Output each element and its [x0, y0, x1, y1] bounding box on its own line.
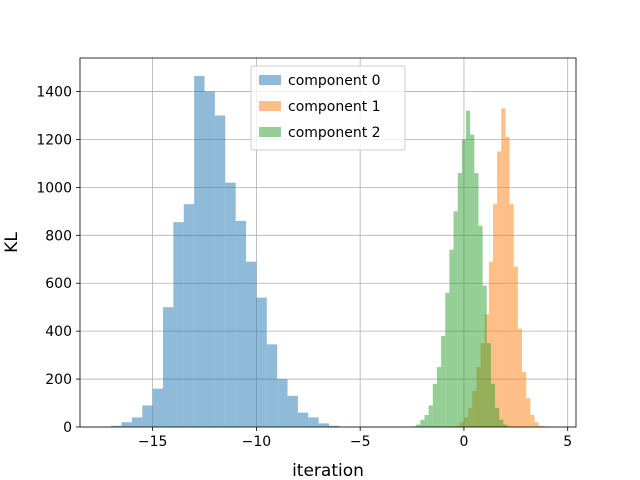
histogram-bar-component-2 [482, 285, 487, 427]
histogram-bar-component-2 [416, 424, 421, 427]
histogram-bar-component-0 [329, 425, 340, 427]
legend-swatch-component-2 [259, 127, 281, 137]
histogram-bar-component-0 [246, 261, 257, 427]
histogram-bar-component-2 [420, 419, 425, 427]
histogram-bar-component-0 [308, 417, 319, 427]
y-tick-label: 600 [45, 276, 72, 292]
legend-label-component-1: component 1 [288, 99, 381, 115]
histogram-bar-component-0 [277, 379, 288, 427]
histogram-bar-component-1 [505, 137, 510, 428]
histogram-bar-component-0 [266, 344, 278, 427]
histogram-bar-component-0 [173, 222, 184, 427]
histogram-bar-component-2 [432, 383, 437, 427]
histogram-bar-component-0 [131, 417, 143, 427]
histogram-bar-component-0 [214, 115, 226, 427]
legend: component 0 component 1 component 2 [250, 65, 406, 151]
histogram-bar-component-1 [509, 204, 514, 427]
histogram-bar-component-0 [318, 423, 330, 427]
histogram-bar-component-2 [495, 407, 500, 427]
histogram-bar-component-1 [526, 398, 531, 427]
x-tick-label: 5 [563, 434, 572, 450]
histogram-bar-component-0 [287, 395, 298, 427]
histogram-bar-component-2 [466, 110, 471, 427]
histogram-bar-component-2 [457, 173, 462, 427]
histogram-bar-component-0 [235, 220, 247, 427]
histogram-bar-component-2 [453, 211, 458, 427]
histogram-bar-component-2 [486, 343, 491, 427]
histogram-bar-component-2 [424, 415, 429, 427]
histogram-bar-component-2 [436, 367, 442, 427]
x-tick-label: −15 [138, 434, 168, 450]
histogram-bar-component-2 [461, 139, 467, 427]
histogram-bar-component-0 [204, 91, 215, 427]
histogram-bar-component-1 [538, 425, 543, 427]
y-tick-label: 0 [63, 420, 72, 436]
histogram-bar-component-0 [297, 412, 309, 427]
histogram-bar-component-1 [517, 328, 523, 427]
histogram-bar-component-2 [441, 335, 446, 427]
histogram-bar-component-1 [522, 371, 527, 427]
histogram-bar-component-2 [478, 225, 483, 427]
histogram-bar-component-2 [499, 419, 504, 427]
histogram-bar-component-2 [428, 405, 433, 427]
histogram-bars [111, 75, 547, 428]
histogram-bar-component-2 [449, 249, 454, 427]
histogram-bar-component-2 [470, 134, 475, 427]
histogram-bar-component-0 [142, 405, 153, 427]
histogram-bar-component-0 [256, 297, 267, 427]
legend-label-component-2: component 2 [288, 125, 381, 141]
axis-ticks: −15 −10 −5 0 5 0 200 400 600 800 1000 1200 1400 [36, 85, 572, 450]
histogram-bar-component-2 [503, 424, 508, 427]
histogram-bar-component-1 [501, 108, 506, 428]
x-tick-label: −10 [242, 434, 272, 450]
legend-label-component-0: component 0 [288, 73, 381, 89]
histogram-bar-component-0 [163, 307, 174, 427]
y-tick-label: 800 [45, 228, 72, 244]
histogram-bar-component-2 [445, 292, 450, 427]
x-tick-label: 0 [459, 434, 468, 450]
y-tick-label: 200 [45, 372, 72, 388]
histogram-bar-component-2 [490, 383, 496, 427]
x-axis-label: iteration [292, 461, 364, 480]
histogram-bar-component-0 [183, 204, 195, 427]
histogram-bar-component-0 [194, 75, 205, 428]
histogram-bar-component-1 [492, 204, 498, 427]
y-tick-label: 400 [45, 324, 72, 340]
y-axis-label: KL [2, 232, 22, 253]
y-tick-label: 1200 [36, 132, 72, 148]
histogram-bar-component-0 [121, 422, 132, 427]
y-tick-label: 1400 [36, 85, 72, 101]
histogram-bar-component-1 [497, 151, 502, 427]
histogram-bar-component-2 [474, 173, 479, 427]
histogram-bar-component-1 [513, 266, 518, 427]
histogram-bar-component-0 [111, 425, 122, 427]
plot-frame [79, 57, 577, 428]
x-tick-label: −5 [350, 434, 371, 450]
histogram-bar-component-1 [534, 422, 539, 427]
legend-box [250, 65, 406, 151]
legend-swatch-component-0 [259, 75, 281, 85]
histogram-bar-component-1 [530, 415, 535, 427]
histogram-bar-component-0 [225, 182, 236, 427]
y-tick-label: 1000 [36, 180, 72, 196]
histogram-bar-component-0 [152, 388, 164, 427]
legend-swatch-component-1 [259, 101, 281, 111]
